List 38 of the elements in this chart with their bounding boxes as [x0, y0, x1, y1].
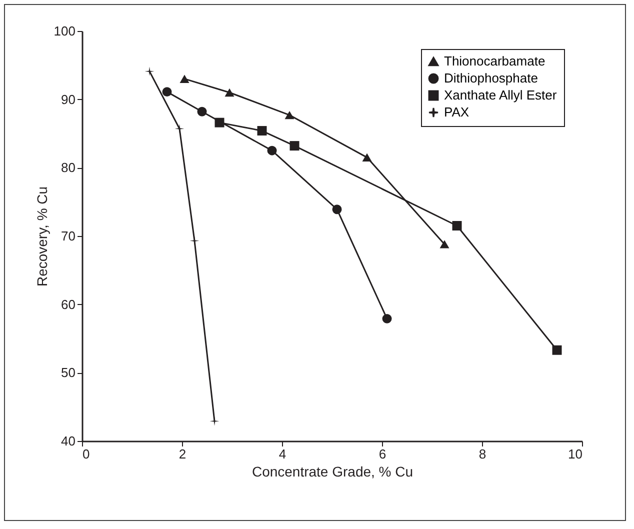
point	[284, 110, 294, 120]
x-tick-label: 4	[278, 446, 286, 462]
legend-label: PAX	[444, 104, 470, 120]
point	[144, 66, 154, 76]
legend-label: Dithiophosphate	[444, 70, 538, 86]
point	[452, 221, 462, 230]
point	[440, 240, 450, 248]
legend-label: Thionocarbamate	[444, 54, 546, 68]
y-tick-label: 50	[61, 365, 76, 380]
y-tick-label: 90	[61, 92, 76, 107]
y-tick-label: 80	[61, 160, 76, 176]
point	[267, 146, 277, 156]
point	[197, 106, 207, 116]
x-tick-label: 6	[378, 446, 386, 462]
point	[174, 124, 184, 134]
y-tick-label: 60	[61, 296, 76, 312]
point	[290, 141, 300, 151]
x-tick-label: 2	[178, 446, 186, 462]
x-tick-label: 8	[478, 446, 486, 462]
point	[190, 236, 200, 246]
y-tick-label: 100	[54, 24, 76, 38]
point	[362, 153, 372, 162]
point	[382, 314, 392, 324]
point	[224, 88, 234, 97]
point	[214, 118, 224, 128]
point	[180, 74, 190, 83]
point	[257, 126, 267, 136]
point	[332, 204, 342, 214]
y-tick-label: 70	[61, 228, 76, 244]
x-tick-label: 10	[568, 446, 582, 462]
point	[210, 416, 220, 426]
y-axis-title: Recovery, % Cu	[34, 186, 50, 287]
point	[552, 345, 562, 355]
point	[162, 87, 172, 97]
x-tick-label: 0	[82, 446, 90, 462]
x-axis-title: Concentrate Grade, % Cu	[252, 464, 414, 480]
y-tick-label: 40	[61, 434, 76, 448]
legend-label: Xanthate Allyl Ester	[444, 88, 558, 102]
